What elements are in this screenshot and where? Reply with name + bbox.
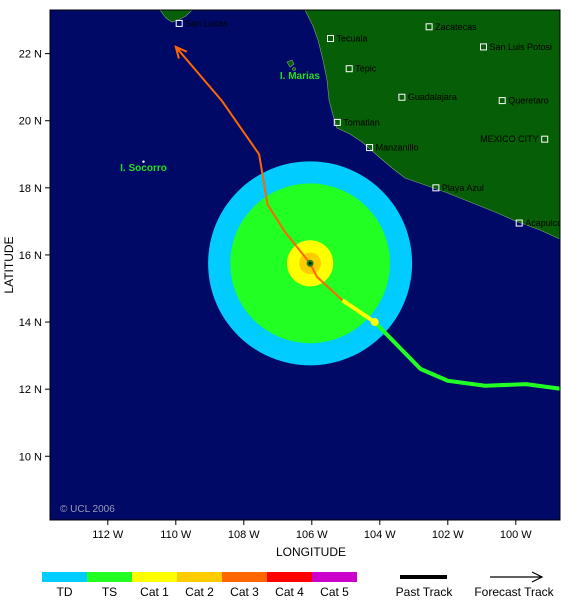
- city-label-0: San Lucas: [185, 18, 228, 28]
- islas-marias-small: [292, 67, 296, 71]
- island-label-1: I. Socorro: [120, 163, 167, 174]
- legend-label-4: Cat 3: [230, 585, 259, 599]
- city-label-10: Playa Azul: [442, 183, 484, 193]
- y-tick-label-4: 18 N: [19, 183, 42, 195]
- past-track-cat1-segment: [341, 298, 376, 324]
- legend-forecast-track-label: Forecast Track: [474, 585, 554, 599]
- x-tick-label-0: 112 W: [92, 529, 124, 541]
- y-tick-label-5: 20 N: [19, 116, 42, 128]
- islas-marias: [286, 59, 295, 68]
- city-label-2: Zacatecas: [435, 22, 477, 32]
- y-tick-label-0: 10 N: [19, 451, 42, 463]
- map-plot-area: San Lucas Tecuala Zacatecas San Luis Potosi…: [50, 10, 562, 520]
- y-tick-label-6: 22 N: [19, 49, 42, 61]
- x-tick-label-3: 106 W: [296, 529, 328, 541]
- x-tick-label-5: 102 W: [432, 529, 464, 541]
- city-marker-8: [366, 144, 374, 152]
- legend-swatch-2: [132, 572, 177, 582]
- y-tick-label-2: 14 N: [19, 317, 42, 329]
- legend-label-2: Cat 1: [140, 585, 169, 599]
- city-marker-3: [480, 43, 487, 51]
- legend-swatch-5: [267, 572, 312, 582]
- socorro-island-dot: [142, 160, 145, 163]
- legend-swatch-4: [222, 572, 267, 582]
- legend-forecast-arrowhead: [531, 571, 544, 583]
- legend-label-5: Cat 4: [275, 585, 304, 599]
- x-tick-label-6: 100 W: [500, 529, 532, 541]
- land-layer: [159, 10, 560, 240]
- past-track-ts-segment: [373, 320, 560, 391]
- legend-swatch-0: [42, 572, 87, 582]
- city-label-1: Tecuala: [337, 34, 368, 44]
- y-tick-label-3: 16 N: [19, 250, 42, 262]
- legend-swatch-3: [177, 572, 222, 582]
- y-tick-label-1: 12 N: [19, 384, 42, 396]
- city-label-7: Tomatlan: [343, 117, 380, 127]
- legend-label-3: Cat 2: [185, 585, 214, 599]
- legend-label-1: TS: [102, 585, 117, 599]
- x-tick-label-4: 104 W: [364, 529, 396, 541]
- city-marker-2: [425, 23, 433, 31]
- legend: TD TS Cat 1 Cat 2 Cat 3 Cat 4 Cat 5 Past Track F…: [42, 571, 555, 599]
- legend-past-track-label: Past Track: [396, 585, 454, 599]
- legend-swatch-1: [87, 572, 132, 582]
- legend-label-0: TD: [57, 585, 73, 599]
- city-marker-9: [541, 135, 549, 143]
- y-axis-title: LATITUDE: [2, 236, 16, 293]
- city-marker-10: [432, 184, 440, 192]
- mexico-mainland: [304, 10, 560, 240]
- city-label-11: Acapulco: [525, 218, 562, 228]
- island-layer: I. Marias I. Socorro: [120, 71, 320, 174]
- city-marker-11: [515, 219, 523, 227]
- track-layer: [174, 45, 560, 391]
- island-label-0: I. Marias: [280, 71, 320, 82]
- past-track-position-marker: [370, 318, 379, 327]
- storm-center-dot: [308, 261, 312, 265]
- city-label-6: Queretaro: [508, 96, 549, 106]
- forecast-arrowhead: [174, 45, 188, 59]
- city-marker-1: [327, 35, 334, 43]
- city-label-8: Manzanillo: [376, 143, 419, 153]
- x-tick-label-1: 110 W: [160, 529, 192, 541]
- copyright-text: © UCL 2006: [60, 504, 115, 515]
- x-tick-label-2: 108 W: [228, 529, 260, 541]
- city-label-4: Tepic: [355, 64, 377, 74]
- city-marker-5: [398, 93, 406, 101]
- city-marker-4: [345, 65, 353, 73]
- city-label-9: MEXICO CITY: [480, 134, 539, 144]
- city-layer: San Lucas Tecuala Zacatecas San Luis Potosi…: [175, 18, 562, 228]
- city-label-5: Guadalajara: [408, 92, 457, 102]
- x-axis-title: LONGITUDE: [276, 545, 346, 559]
- city-label-3: San Luis Potosi: [490, 42, 553, 52]
- forecast-track-line: [175, 46, 344, 301]
- legend-swatch-6: [312, 572, 357, 582]
- plot-frame: [49, 9, 561, 521]
- city-marker-6: [498, 97, 506, 105]
- city-marker-0: [175, 19, 183, 27]
- axes: 112 W 110 W 108 W 106 W 104 W 102 W 100 W 10 N 1…: [19, 49, 533, 541]
- city-marker-7: [333, 118, 341, 126]
- legend-label-6: Cat 5: [320, 585, 349, 599]
